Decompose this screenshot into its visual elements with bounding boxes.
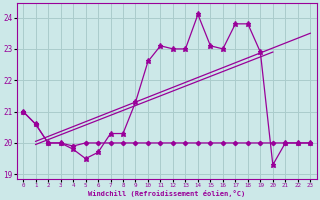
X-axis label: Windchill (Refroidissement éolien,°C): Windchill (Refroidissement éolien,°C) xyxy=(88,190,245,197)
